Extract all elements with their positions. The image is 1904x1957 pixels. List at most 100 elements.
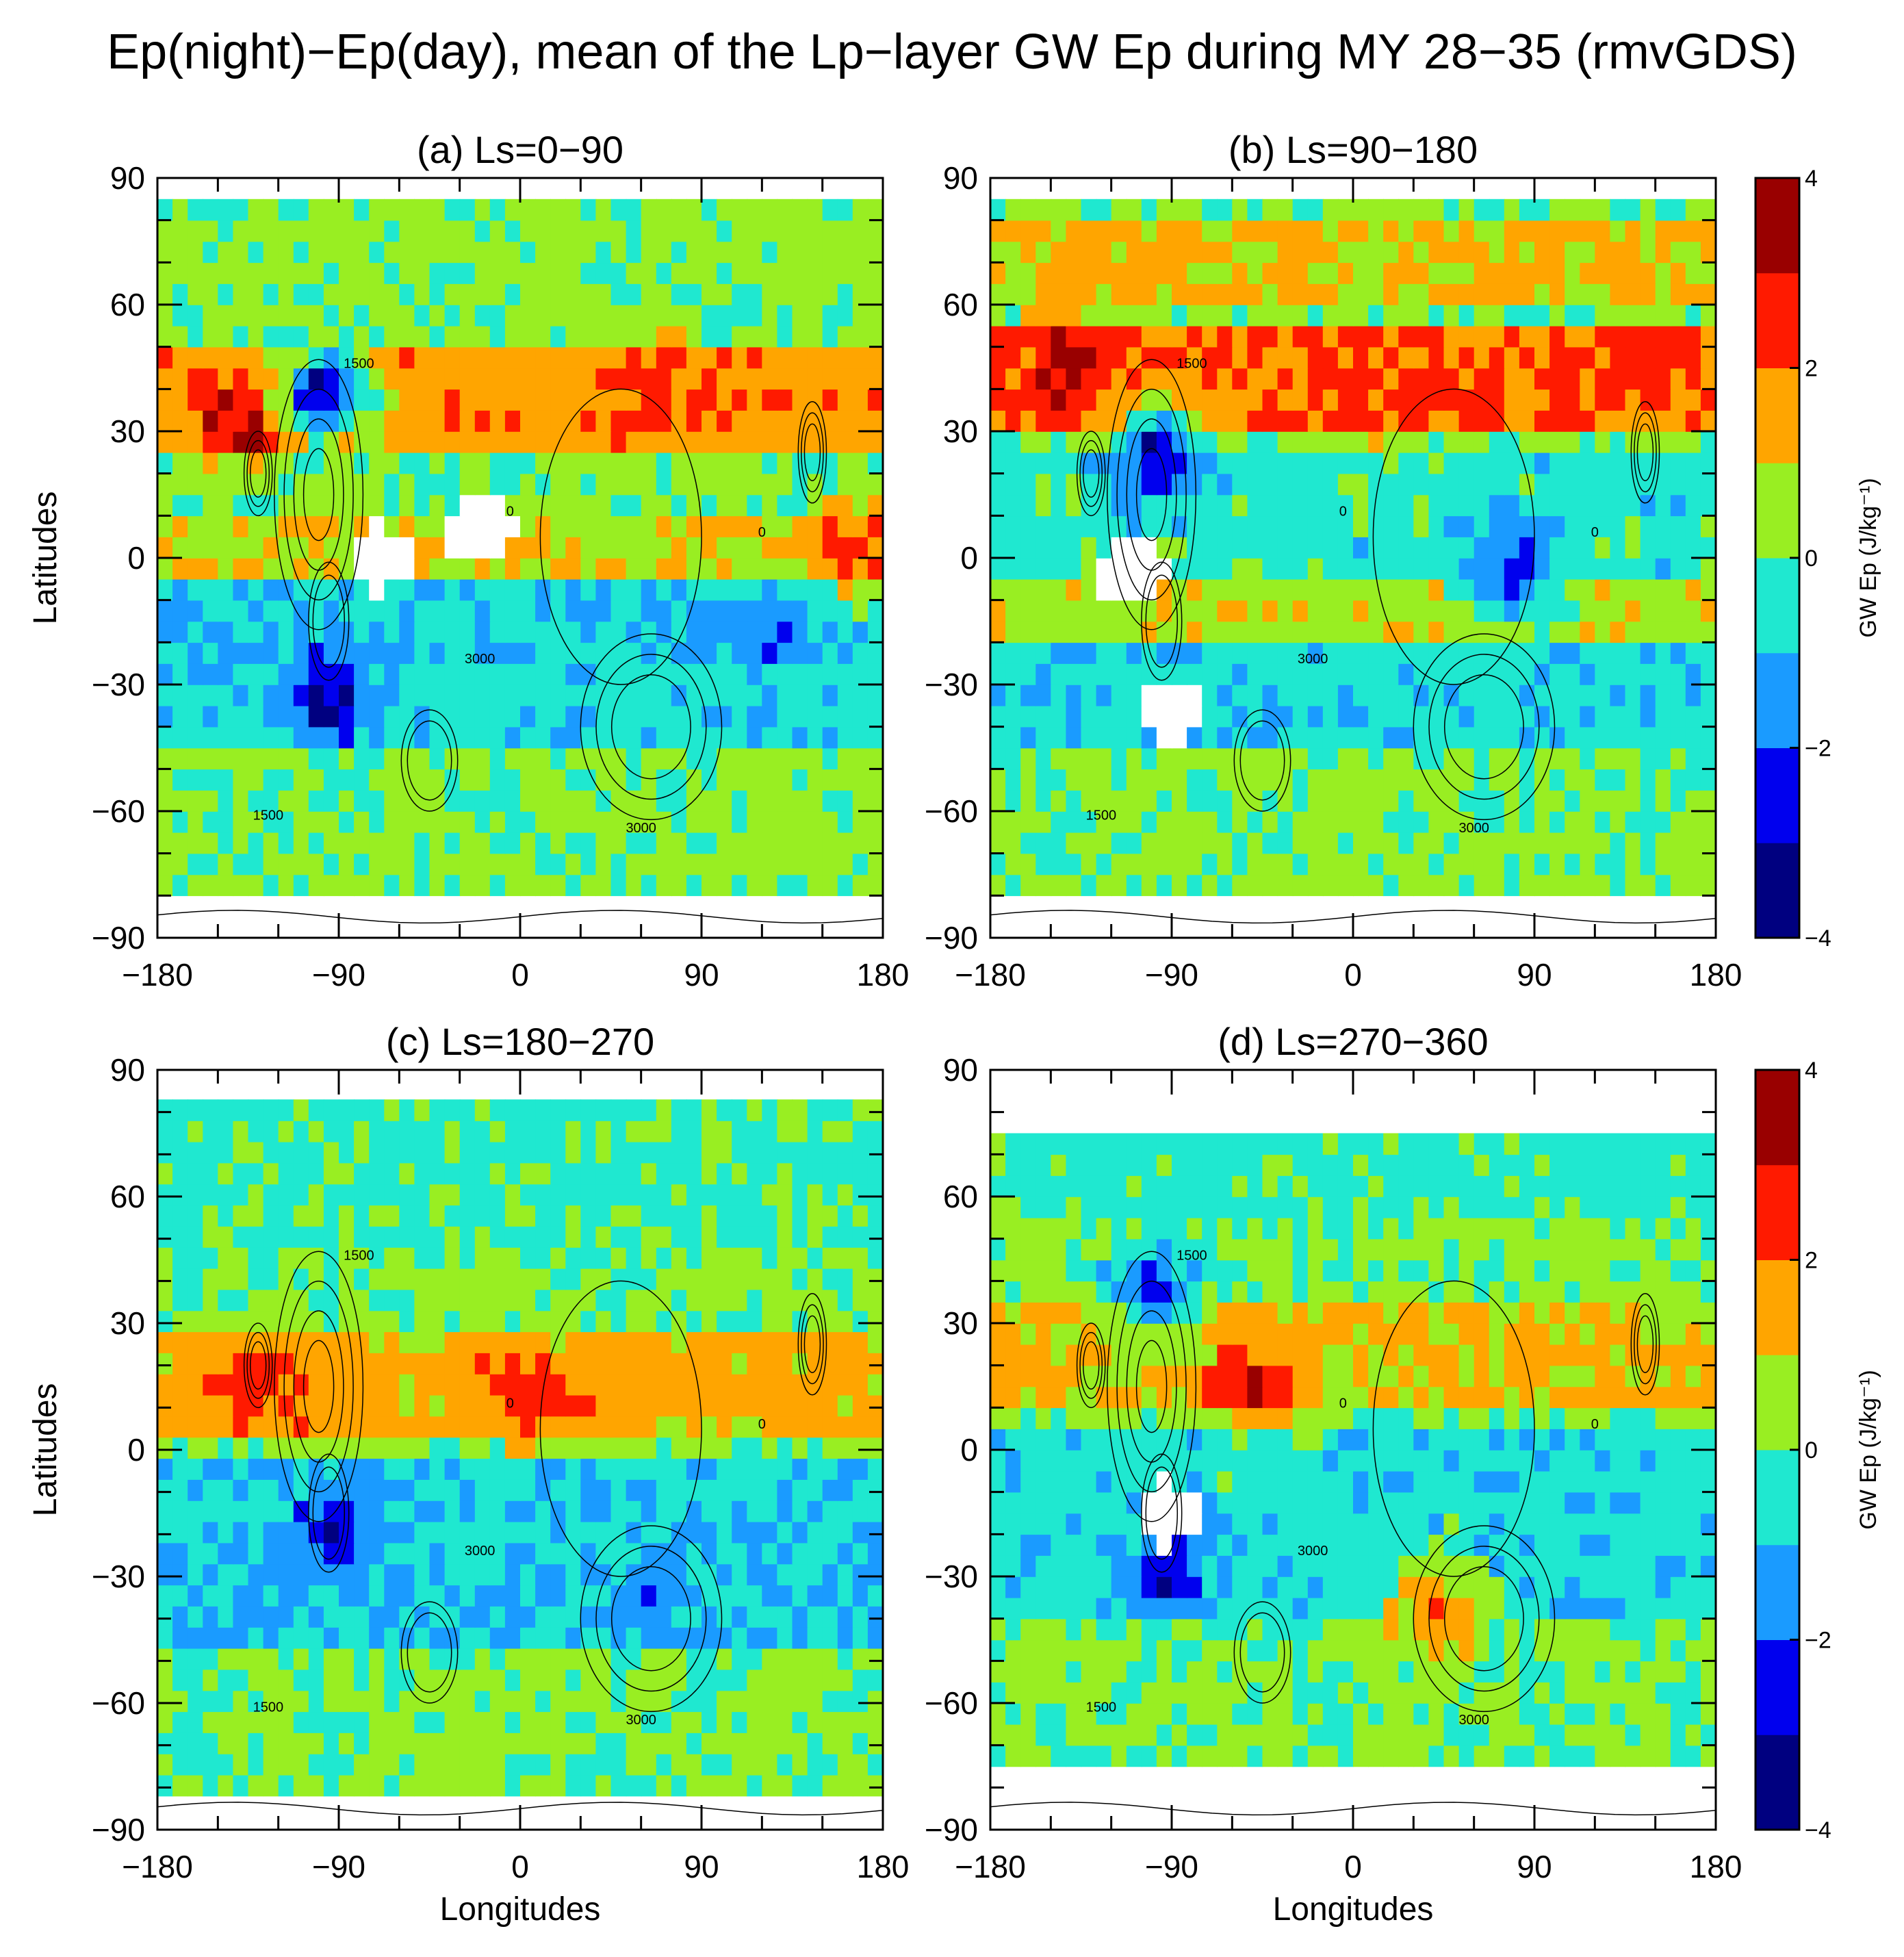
heatmap-cell bbox=[399, 705, 415, 728]
heatmap-cell bbox=[747, 1669, 763, 1691]
heatmap-cell bbox=[263, 1754, 279, 1776]
heatmap-cell bbox=[1625, 325, 1641, 348]
heatmap-cell bbox=[852, 1310, 869, 1333]
heatmap-cell bbox=[777, 1585, 793, 1607]
heatmap-cell bbox=[717, 726, 732, 749]
heatmap-cell bbox=[520, 537, 536, 559]
heatmap-cell bbox=[1035, 452, 1052, 474]
heatmap-cell bbox=[203, 199, 219, 221]
heatmap-cell bbox=[293, 1394, 309, 1417]
heatmap-cell bbox=[1458, 431, 1475, 453]
heatmap-cell bbox=[777, 1542, 793, 1565]
heatmap-cell bbox=[263, 1627, 279, 1649]
heatmap-cell bbox=[399, 1690, 415, 1713]
heatmap-cell bbox=[837, 1479, 853, 1501]
heatmap-cell bbox=[702, 621, 717, 643]
heatmap-cell bbox=[263, 1226, 279, 1248]
heatmap-cell bbox=[702, 705, 717, 728]
heatmap-cell bbox=[626, 1394, 642, 1417]
heatmap-cell bbox=[1277, 769, 1294, 791]
heatmap-cell bbox=[1428, 515, 1445, 537]
heatmap-cell bbox=[1670, 262, 1686, 284]
heatmap-cell bbox=[233, 494, 249, 517]
heatmap-cell bbox=[384, 1331, 400, 1353]
heatmap-cell bbox=[656, 1310, 672, 1333]
heatmap-cell bbox=[1458, 790, 1475, 812]
heatmap-cell bbox=[580, 1458, 597, 1480]
heatmap-cell bbox=[1580, 685, 1596, 706]
heatmap-cell bbox=[1232, 558, 1248, 580]
heatmap-cell bbox=[777, 1121, 793, 1142]
heatmap-cell bbox=[369, 578, 385, 601]
heatmap-cell bbox=[702, 1669, 717, 1691]
heatmap-cell bbox=[626, 220, 642, 242]
heatmap-cell bbox=[1610, 494, 1626, 517]
heatmap-cell bbox=[1247, 558, 1263, 580]
heatmap-cell bbox=[293, 747, 309, 770]
heatmap-cell bbox=[248, 1437, 264, 1459]
heatmap-cell bbox=[414, 1310, 430, 1333]
heatmap-cell bbox=[1625, 685, 1641, 706]
heatmap-cell bbox=[1292, 410, 1309, 432]
heatmap-cell bbox=[1096, 726, 1112, 749]
heatmap-cell bbox=[248, 790, 264, 812]
heatmap-cell bbox=[1655, 494, 1671, 517]
heatmap-cell bbox=[172, 1563, 188, 1586]
heatmap-cell bbox=[489, 241, 506, 264]
heatmap-cell bbox=[384, 1184, 400, 1206]
heatmap-cell bbox=[248, 410, 264, 432]
heatmap-cell bbox=[822, 1394, 838, 1417]
heatmap-cell bbox=[1458, 811, 1475, 833]
heatmap-cell bbox=[339, 558, 355, 580]
heatmap-cell bbox=[308, 1310, 324, 1333]
heatmap-cell bbox=[1534, 283, 1550, 305]
heatmap-cell bbox=[702, 747, 717, 770]
heatmap-cell bbox=[807, 473, 823, 496]
heatmap-cell bbox=[867, 1732, 884, 1754]
heatmap-cell bbox=[1247, 769, 1263, 791]
heatmap-cell bbox=[1322, 642, 1339, 664]
heatmap-cell bbox=[444, 283, 461, 305]
heatmap-cell bbox=[550, 1184, 567, 1206]
heatmap-cell bbox=[702, 1226, 717, 1248]
heatmap-cell bbox=[263, 663, 279, 685]
heatmap-cell bbox=[233, 1711, 249, 1733]
heatmap-cell bbox=[1322, 537, 1339, 559]
heatmap-cell bbox=[595, 452, 612, 474]
heatmap-cell bbox=[565, 220, 582, 242]
heatmap-cell bbox=[1353, 685, 1369, 706]
heatmap-cell bbox=[308, 1669, 324, 1691]
heatmap-cell bbox=[1337, 600, 1354, 622]
heatmap-cell bbox=[686, 283, 702, 305]
heatmap-cell bbox=[1580, 368, 1596, 390]
heatmap-cell bbox=[444, 747, 461, 770]
heatmap-cell bbox=[626, 1162, 642, 1185]
heatmap-cell bbox=[867, 305, 884, 327]
heatmap-cell bbox=[414, 220, 430, 242]
heatmap-cell bbox=[520, 832, 536, 854]
heatmap-cell bbox=[489, 832, 506, 854]
heatmap-cell bbox=[1474, 220, 1490, 242]
heatmap-cell bbox=[565, 832, 582, 854]
heatmap-cell bbox=[1474, 283, 1490, 305]
heatmap-cell bbox=[1141, 494, 1157, 517]
heatmap-cell bbox=[188, 811, 204, 833]
heatmap-cell bbox=[732, 305, 748, 327]
heatmap-cell bbox=[1111, 220, 1127, 242]
heatmap-cell bbox=[867, 1394, 884, 1417]
heatmap-cell bbox=[1172, 558, 1187, 580]
heatmap-cell bbox=[1534, 600, 1550, 622]
heatmap-cell bbox=[1005, 790, 1021, 812]
heatmap-cell bbox=[1096, 621, 1112, 643]
heatmap-cell bbox=[990, 726, 1006, 749]
heatmap-cell bbox=[792, 1521, 808, 1544]
heatmap-cell bbox=[444, 1374, 461, 1396]
heatmap-cell bbox=[565, 1141, 582, 1164]
heatmap-cell bbox=[702, 283, 717, 305]
heatmap-cell bbox=[762, 1310, 778, 1333]
heatmap-cell bbox=[595, 705, 612, 728]
heatmap-cell bbox=[1685, 262, 1701, 284]
heatmap-cell bbox=[323, 1669, 339, 1691]
heatmap-cell bbox=[1413, 537, 1430, 559]
heatmap-cell bbox=[233, 621, 249, 643]
